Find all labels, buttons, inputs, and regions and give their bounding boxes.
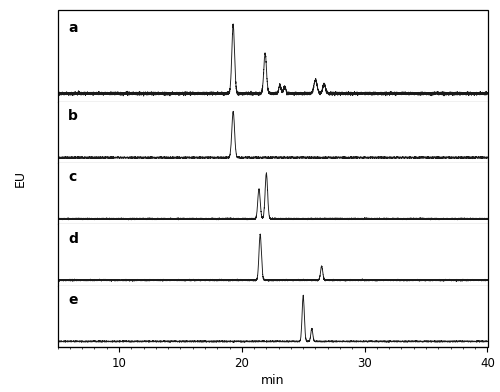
Text: EU: EU xyxy=(14,170,26,187)
Text: a: a xyxy=(68,21,78,35)
X-axis label: min: min xyxy=(261,374,284,387)
Text: e: e xyxy=(68,293,78,307)
Text: b: b xyxy=(68,109,78,123)
Text: c: c xyxy=(68,171,76,184)
Text: d: d xyxy=(68,232,78,246)
